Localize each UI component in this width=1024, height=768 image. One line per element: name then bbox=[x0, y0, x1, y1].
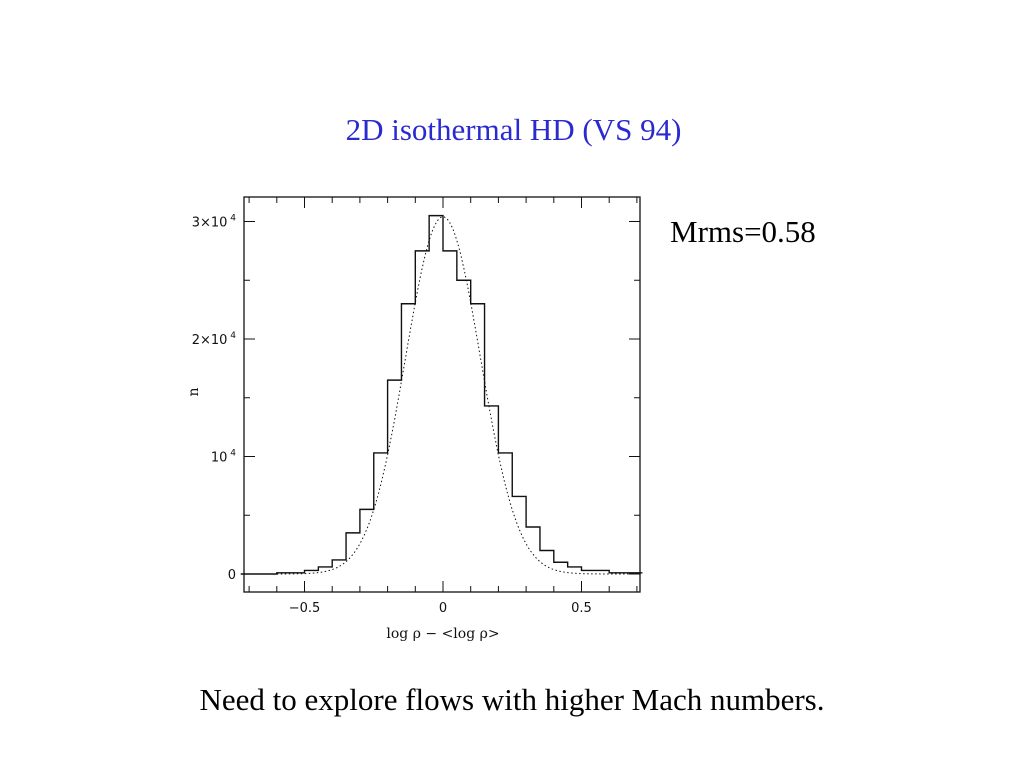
plot-frame bbox=[243, 196, 641, 593]
x-axis-title: log ρ − <log ρ> bbox=[386, 626, 499, 642]
histogram-bar bbox=[388, 380, 402, 574]
y-tick-label: 2×10 4 bbox=[192, 331, 237, 348]
gaussian-fit-series bbox=[240, 216, 643, 575]
histogram-bar bbox=[554, 562, 568, 574]
y-tick-label: 0 bbox=[228, 568, 236, 583]
histogram-bar bbox=[360, 509, 374, 574]
histogram-bar bbox=[471, 304, 485, 574]
histogram-bar bbox=[332, 560, 346, 574]
y-axis-title: n bbox=[186, 387, 202, 396]
histogram-bar bbox=[512, 496, 526, 574]
axis-labels: −0.5 0 0.5 0 10 4 2×10 4 3×10 4 log ρ − <log ρ>… bbox=[186, 214, 592, 643]
mrms-label: Mrms=0.58 bbox=[670, 214, 816, 249]
y-tick-label: 10 4 bbox=[211, 449, 236, 466]
histogram-bar bbox=[498, 453, 512, 574]
histogram-bar bbox=[457, 280, 471, 574]
histogram-bar bbox=[568, 567, 582, 574]
y-tick-label: 3×10 4 bbox=[192, 214, 237, 231]
histogram-bar bbox=[443, 251, 457, 574]
histogram-bar bbox=[609, 573, 642, 574]
slide-caption: Need to explore flows with higher Mach n… bbox=[199, 682, 825, 717]
histogram-bar bbox=[346, 533, 360, 574]
histogram-series bbox=[240, 214, 643, 575]
histogram-bar bbox=[374, 453, 388, 574]
x-tick-label: 0 bbox=[439, 601, 447, 616]
histogram-bar bbox=[305, 570, 319, 574]
x-tick-label: 0.5 bbox=[571, 601, 592, 616]
histogram-bar bbox=[429, 216, 443, 574]
histogram-bar bbox=[485, 406, 499, 574]
histogram-steps bbox=[240, 214, 643, 575]
histogram-bar bbox=[526, 527, 540, 574]
histogram-bar bbox=[415, 251, 429, 574]
x-tick-label: −0.5 bbox=[289, 601, 321, 616]
histogram-bar bbox=[401, 304, 415, 574]
histogram-bar bbox=[318, 567, 332, 574]
plot-border bbox=[243, 196, 641, 593]
histogram-bar bbox=[540, 551, 554, 575]
slide-title: 2D isothermal HD (VS 94) bbox=[345, 112, 682, 147]
gaussian-fit-curve bbox=[240, 216, 643, 575]
